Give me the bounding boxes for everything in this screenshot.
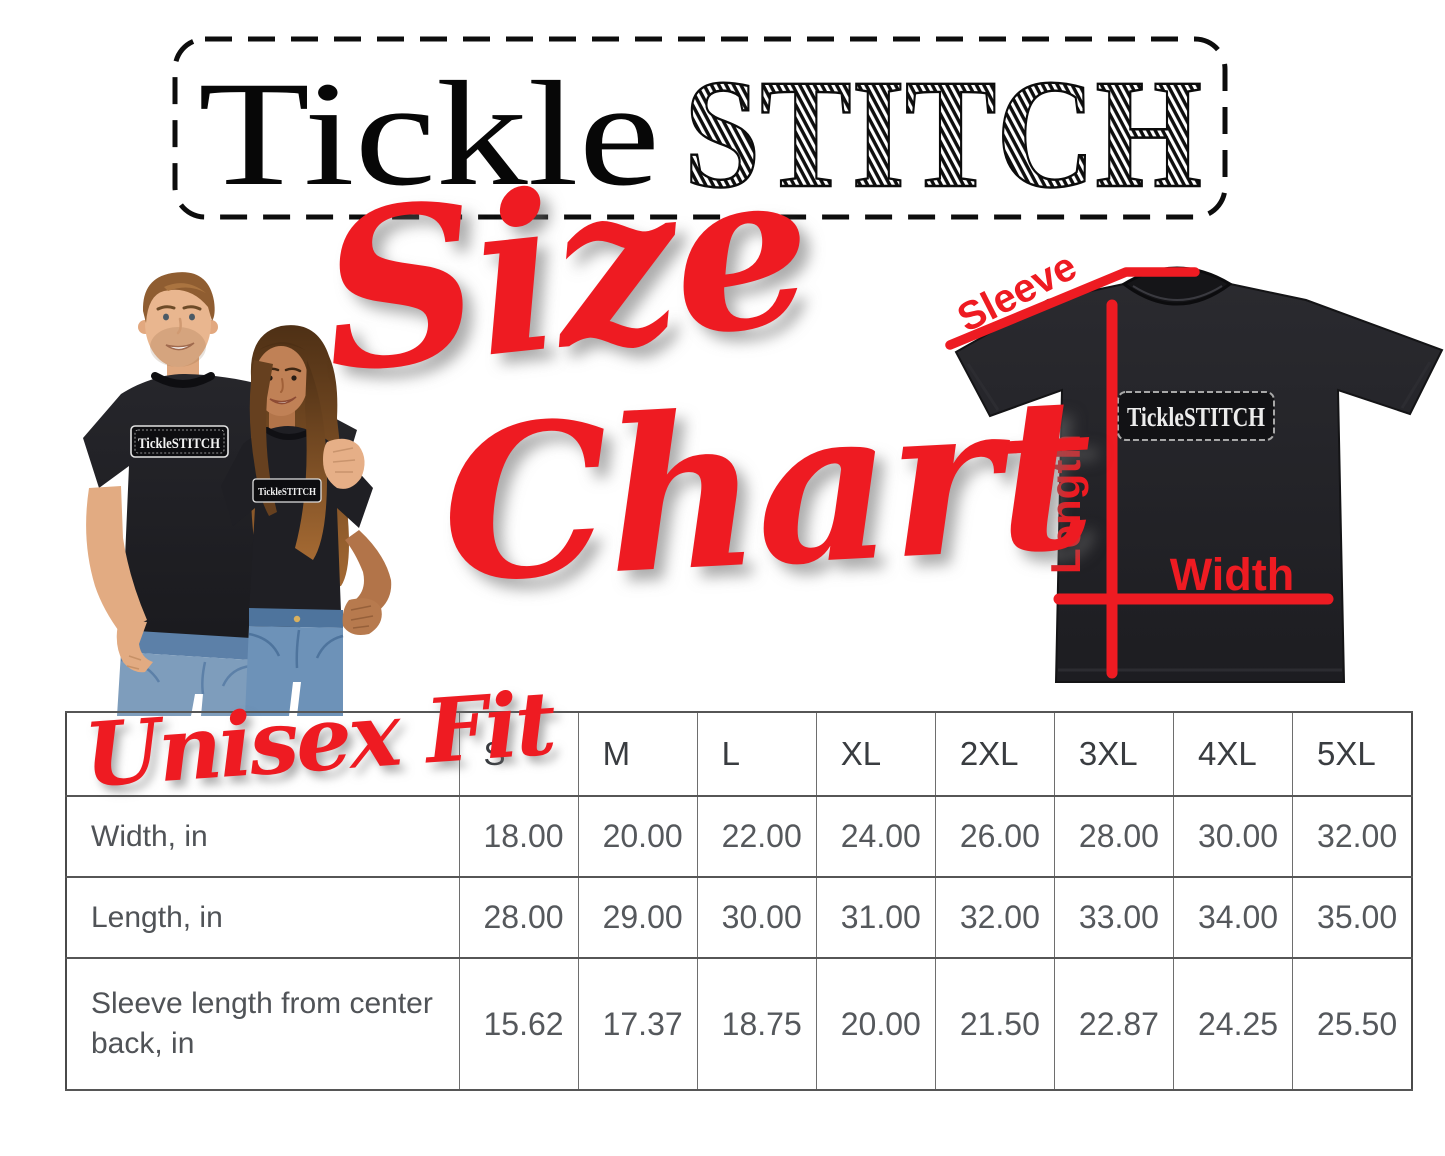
measurement-value: 34.00	[1172, 876, 1294, 959]
measurement-value: 24.00	[815, 795, 936, 878]
size-column-header: L	[696, 711, 817, 797]
man-jeans	[117, 630, 252, 716]
models-photo: TickleSTITCH	[83, 272, 392, 716]
measurement-value: 30.00	[696, 876, 817, 959]
measurement-value: 20.00	[577, 795, 698, 878]
man-hand-on-shoulder	[323, 438, 365, 489]
size-column-header: 4XL	[1172, 711, 1294, 797]
measurement-value: 35.00	[1292, 876, 1413, 959]
man-shirt-logo: TickleSTITCH	[138, 436, 220, 452]
title-chart: Chart	[435, 349, 1097, 630]
row-label: Width, in	[65, 795, 460, 878]
measurement-value: 32.00	[1292, 795, 1413, 878]
sleeve-measure-line	[945, 267, 1200, 350]
measurement-value: 20.00	[815, 957, 936, 1091]
man-forearm	[86, 486, 147, 634]
size-column-header: M	[577, 711, 698, 797]
tshirt-measurement-diagram: TickleSTITCH Sleeve Length Width	[945, 244, 1444, 683]
size-column-header: S	[458, 711, 579, 797]
man-shirt-logo-patch: TickleSTITCH	[130, 425, 229, 458]
measurement-value: 28.00	[1053, 795, 1174, 878]
measurement-value: 17.37	[577, 957, 698, 1091]
woman-forearm	[345, 530, 392, 612]
man-hand-in-pocket	[116, 620, 153, 673]
brand-name-sketch: STITCH	[684, 47, 1202, 220]
title-size: Size	[309, 118, 821, 422]
measurement-row: Sleeve length from center back, in 15.62 1…	[65, 957, 1413, 1091]
measurement-value: 32.00	[934, 876, 1055, 959]
size-column-header: 2XL	[934, 711, 1055, 797]
width-label: Width	[1170, 549, 1295, 600]
measurement-value: 22.00	[696, 795, 817, 878]
man-collar	[151, 372, 215, 388]
size-column-header: 5XL	[1292, 711, 1413, 797]
measurement-value: 31.00	[815, 876, 936, 959]
measurement-row: Length, in 28.00 29.00 30.00 31.00 32.00 33.00…	[65, 876, 1413, 959]
woman-hair-right	[295, 360, 327, 560]
size-header-row: S M L XL 2XL 3XL 4XL 5XL	[65, 711, 1413, 797]
measurement-value: 18.00	[458, 795, 579, 878]
measurement-value: 21.50	[934, 957, 1055, 1091]
brand-logo-box: Tickle STITCH	[172, 36, 1228, 220]
size-column-header: XL	[815, 711, 936, 797]
diagram-shirt-logo: TickleSTITCH	[1127, 402, 1265, 432]
woman-shirt-logo: TickleSTITCH	[258, 486, 316, 498]
measurement-value: 30.00	[1172, 795, 1294, 878]
row-label: Sleeve length from center back, in	[65, 957, 460, 1091]
length-label: Length	[1042, 434, 1089, 574]
logo-dashed-border	[172, 36, 1228, 220]
woman-hand-on-hip	[342, 598, 382, 635]
measurement-value: 33.00	[1053, 876, 1174, 959]
man-hair	[142, 272, 215, 323]
measurement-value: 22.87	[1053, 957, 1174, 1091]
measurement-value: 29.00	[577, 876, 698, 959]
size-table: S M L XL 2XL 3XL 4XL 5XL Width, in 18.00 20.00 22.0…	[65, 711, 1414, 1091]
measurement-value: 25.50	[1292, 957, 1413, 1091]
row-label: Length, in	[65, 876, 460, 959]
woman-shirt-logo-patch: TickleSTITCH	[252, 478, 322, 503]
measurement-value: 26.00	[934, 795, 1055, 878]
woman-jeans	[245, 608, 344, 716]
man-head	[138, 272, 218, 367]
measurement-value: 28.00	[458, 876, 579, 959]
measurement-value: 15.62	[458, 957, 579, 1091]
woman-hair-left	[249, 360, 277, 516]
measurement-value: 18.75	[696, 957, 817, 1091]
brand-name-serif: Tickle	[198, 51, 660, 217]
size-column-header: 3XL	[1053, 711, 1174, 797]
diagram-shirt-logo-patch: TickleSTITCH	[1117, 391, 1275, 441]
measurement-row: Width, in 18.00 20.00 22.00 24.00 26.00 28.00 3…	[65, 795, 1413, 878]
measurement-value: 24.25	[1172, 957, 1294, 1091]
